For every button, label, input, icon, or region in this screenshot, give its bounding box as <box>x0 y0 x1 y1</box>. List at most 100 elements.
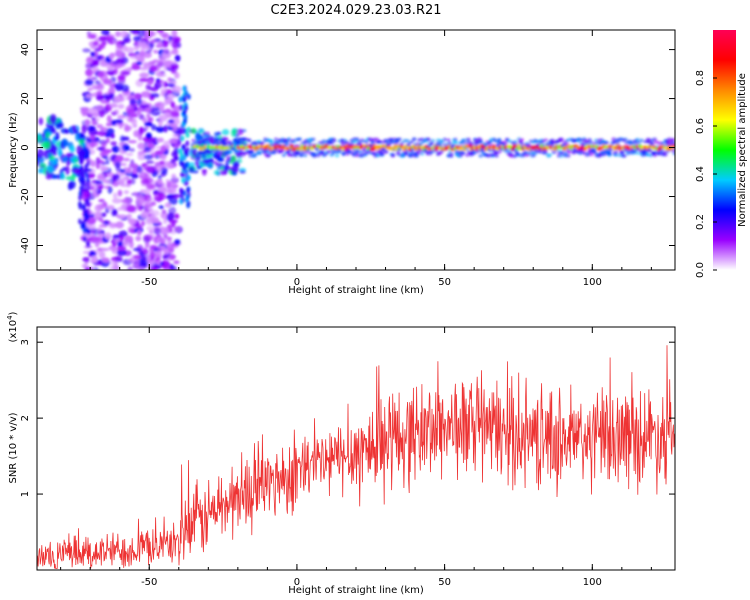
spectrogram-cell <box>221 128 230 136</box>
spectrogram-cell <box>461 138 466 143</box>
spectrogram-cell <box>156 137 164 143</box>
spectrogram-x-ticks: -50 0 50 100 <box>60 30 652 288</box>
spectrogram-cell <box>83 216 88 223</box>
spectrogram-cell <box>106 115 112 123</box>
spectrogram-cell <box>118 230 128 237</box>
spectrogram-cell <box>43 139 51 150</box>
spectrogram-cell <box>176 42 182 49</box>
spectrogram-cell <box>95 157 101 165</box>
spectrogram-cell <box>201 154 207 159</box>
spectrogram-cell <box>167 93 176 99</box>
spectrogram-cell <box>167 119 175 124</box>
spectrogram-cell <box>100 247 110 252</box>
spectrogram-cell <box>117 189 123 197</box>
spectrogram-cell <box>364 140 369 145</box>
spectrogram-cell <box>115 44 125 49</box>
spectrogram-cell <box>98 36 107 42</box>
spectrogram-cell <box>128 163 139 169</box>
spectrogram-cell <box>219 169 228 176</box>
spectrogram-cell <box>186 202 191 209</box>
spectrogram-cell <box>54 131 60 141</box>
spectrogram-cell <box>430 139 435 143</box>
spectrogram-cell <box>108 222 118 229</box>
spectrogram-cell <box>133 254 142 260</box>
spectrogram-cell <box>188 161 196 168</box>
spectrogram-cell <box>225 159 230 166</box>
spectrogram-cell <box>180 135 185 142</box>
spectrogram-cell <box>497 138 502 143</box>
spectrogram-cell <box>111 198 122 204</box>
spectrogram-cell <box>74 169 80 175</box>
spectrogram-cell <box>604 141 610 145</box>
spectrogram-cell <box>139 72 149 79</box>
spectrogram-cell <box>137 30 147 37</box>
spectrogram-cell <box>182 96 187 103</box>
spectrogram-cell <box>148 229 154 235</box>
spectrogram-cell <box>672 151 675 156</box>
spectrogram-cell <box>145 187 151 196</box>
spectrogram-cell <box>449 152 454 156</box>
spectrogram-cell <box>142 247 148 254</box>
spectrogram-cell <box>121 136 130 141</box>
spectrogram-cell <box>60 172 66 180</box>
spectrogram-cell <box>86 34 96 39</box>
spectrogram-cell <box>91 117 96 121</box>
spectrogram-cell <box>56 122 64 129</box>
spectrogram-cell <box>119 168 126 173</box>
spectrogram-cell <box>168 140 178 144</box>
spectrogram-cell <box>160 212 168 220</box>
spectrogram-cell <box>129 159 135 165</box>
spectrogram-cell <box>652 153 657 158</box>
spectrogram-x-tick-label: 50 <box>438 277 451 288</box>
spectrogram-cell <box>332 138 337 143</box>
spectrogram-cell <box>90 51 96 58</box>
spectrogram-cell <box>147 116 154 123</box>
spectrogram-cell <box>446 138 451 142</box>
spectrogram-cell <box>117 103 125 109</box>
spectrogram-cell <box>136 61 143 65</box>
spectrogram-cell <box>158 205 165 209</box>
spectrogram-cell <box>85 62 93 69</box>
spectrogram-cell <box>163 233 168 239</box>
spectrogram-cell <box>138 259 149 267</box>
spectrogram-cell <box>163 124 168 133</box>
spectrogram-cell <box>519 138 525 142</box>
spectrogram-cell <box>137 142 146 150</box>
spectrogram-cell <box>184 104 189 111</box>
spectrogram-cell <box>96 83 104 89</box>
spectrogram-cell <box>161 33 171 40</box>
spectrogram-cell <box>179 104 184 111</box>
spectrogram-cell <box>170 101 175 108</box>
spectrogram-cell <box>272 148 277 153</box>
spectrogram-cell <box>96 55 103 60</box>
spectrogram-cell <box>87 87 93 92</box>
spectrogram-cell <box>109 102 117 108</box>
spectrogram-cell <box>37 134 43 143</box>
spectrogram-cell <box>122 36 131 44</box>
spectrogram-cell <box>334 153 340 158</box>
spectrogram-cell <box>92 236 102 242</box>
spectrogram-cell <box>49 127 57 134</box>
spectrogram-cell <box>249 149 255 154</box>
spectrogram-cell <box>126 108 135 115</box>
spectrogram-cell <box>163 48 170 54</box>
snr-x-ticks: -50 0 50 100 <box>60 327 652 588</box>
spectrogram-cell <box>145 132 152 140</box>
spectrogram-cell <box>85 266 91 270</box>
spectrogram-cell <box>140 220 146 227</box>
spectrogram-cell <box>101 166 109 171</box>
spectrogram-cell <box>185 132 190 139</box>
spectrogram-cell <box>215 162 222 167</box>
colorbar: 0.0 0.2 0.4 0.6 0.8 Normalized spectral ampl… <box>695 30 748 278</box>
spectrogram-cell <box>547 153 552 157</box>
spectrogram-cell <box>155 153 160 160</box>
spectrogram-cell <box>623 137 628 142</box>
spectrogram-cell <box>543 151 548 156</box>
spectrogram-cell <box>82 257 90 263</box>
spectrogram-cell <box>103 220 109 226</box>
spectrogram-cell <box>139 189 147 194</box>
spectrogram-cell <box>153 49 158 54</box>
spectrogram-cell <box>166 189 174 194</box>
spectrogram-cell <box>114 255 123 262</box>
spectrogram-cell <box>111 111 118 116</box>
